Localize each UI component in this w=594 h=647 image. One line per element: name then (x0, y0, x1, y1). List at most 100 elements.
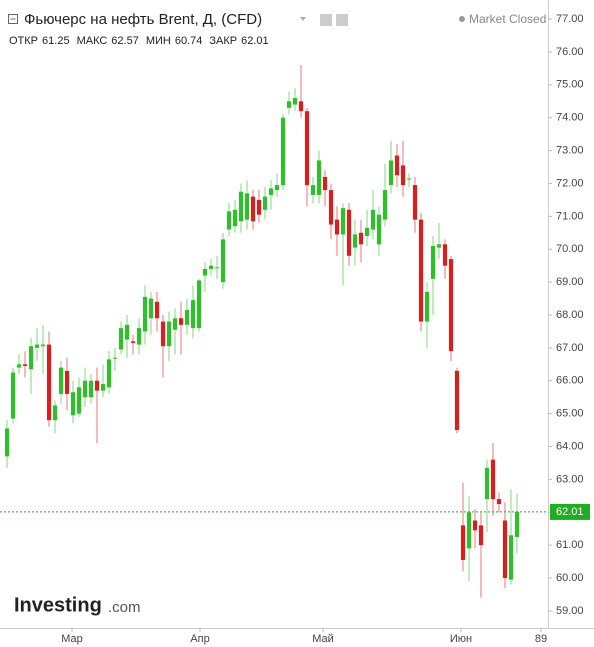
candle-body (262, 196, 268, 210)
candle-body (412, 185, 418, 220)
y-tick-label: 75.00 (556, 79, 584, 91)
candle-body (88, 380, 94, 398)
candle-body (490, 459, 496, 500)
candle-body (454, 370, 460, 431)
market-status: Market Closed (469, 12, 546, 26)
candle-body (142, 296, 148, 332)
y-tick-label: 63.00 (556, 473, 584, 485)
candle-body (286, 101, 292, 108)
y-tick-label: 72.00 (556, 177, 584, 189)
ohlc-summary: ОТКР 61.25 МАКС 62.57 МИН 60.74 ЗАКР 62.01 (9, 35, 269, 47)
candle-body (352, 234, 358, 248)
candle-body (316, 160, 322, 195)
y-tick-label: 59.00 (556, 605, 584, 617)
candle-body (376, 214, 382, 245)
y-tick-label: 76.00 (556, 46, 584, 58)
candle-body (94, 380, 100, 391)
candle-body (514, 511, 520, 537)
candle-body (388, 160, 394, 186)
candle-body (124, 324, 130, 340)
x-tick-label: Июн (450, 633, 472, 645)
candle-body (226, 211, 232, 230)
y-tick-label: 71.00 (556, 210, 584, 222)
candle-body (58, 367, 64, 394)
y-tick-label: 70.00 (556, 243, 584, 255)
candle-body (184, 310, 190, 325)
candle-body (472, 520, 478, 531)
candle-body (274, 185, 280, 191)
x-tick-label: 89 (535, 633, 547, 645)
candle-body (484, 467, 490, 500)
status-dot (459, 16, 465, 22)
ohlc-label: МАКС (77, 35, 108, 47)
candle-body (340, 208, 346, 235)
candle-body (148, 298, 154, 319)
dropdown-icon[interactable] (300, 17, 306, 21)
y-tick-label: 66.00 (556, 375, 584, 387)
candle-body (358, 232, 364, 245)
candle-body (502, 520, 508, 579)
collapse-icon[interactable] (8, 14, 18, 24)
candle-body (136, 328, 142, 345)
candle-body (430, 245, 436, 279)
candle-body (322, 176, 328, 191)
candle-body (436, 244, 442, 248)
y-tick-label: 65.00 (556, 408, 584, 420)
candle-body (220, 239, 226, 283)
candle-body (292, 97, 298, 105)
candle-body (244, 193, 250, 220)
candle-body (478, 525, 484, 546)
candle-body (106, 359, 112, 388)
candle-body (40, 344, 46, 347)
candle-body (160, 321, 166, 347)
ohlc-value: 62.57 (111, 35, 139, 47)
candle-body (172, 318, 178, 330)
x-tick-label: Апр (190, 633, 209, 645)
candle-body (178, 318, 184, 325)
candle-body (100, 384, 106, 391)
candle-body (238, 191, 244, 222)
candle-body (346, 209, 352, 256)
y-tick-label: 61.00 (556, 539, 584, 551)
candle-body (460, 525, 466, 560)
brand-name: Investing (14, 594, 102, 616)
candle-body (250, 196, 256, 222)
candle-body (256, 199, 262, 215)
chart-title: Фьючерс на нефть Brent, Д, (CFD) (24, 11, 262, 28)
ohlc-value: 60.74 (175, 35, 203, 47)
y-tick-label: 68.00 (556, 309, 584, 321)
candle-body (334, 219, 340, 235)
y-tick-label: 77.00 (556, 13, 584, 25)
candle-body (16, 364, 22, 368)
candle-body (466, 512, 472, 549)
brand-suffix: .com (108, 599, 141, 616)
candle-body (4, 428, 10, 457)
y-tick-label: 60.00 (556, 572, 584, 584)
candle-body (34, 344, 40, 348)
candle-body (76, 387, 82, 414)
x-tick-label: Май (312, 633, 334, 645)
candle-body (496, 499, 502, 505)
candle-body (112, 357, 118, 359)
y-tick-label: 73.00 (556, 144, 584, 156)
candle-body (190, 300, 196, 329)
settings-icon[interactable] (320, 14, 332, 26)
ohlc-value: 62.01 (241, 35, 269, 47)
candle-body (154, 301, 160, 319)
candle-body (208, 265, 214, 269)
candle-body (196, 280, 202, 329)
y-tick-label: 69.00 (556, 276, 584, 288)
candle-body (166, 321, 172, 347)
ohlc-label: МИН (146, 35, 171, 47)
ohlc-label: ЗАКР (209, 35, 237, 47)
candle-body (118, 328, 124, 350)
candle-body (268, 188, 274, 195)
candle-body (370, 209, 376, 230)
candle-body (202, 268, 208, 276)
candle-body (46, 344, 52, 421)
candle-body (70, 392, 76, 416)
settings-icon[interactable] (336, 14, 348, 26)
candle-body (364, 227, 370, 237)
